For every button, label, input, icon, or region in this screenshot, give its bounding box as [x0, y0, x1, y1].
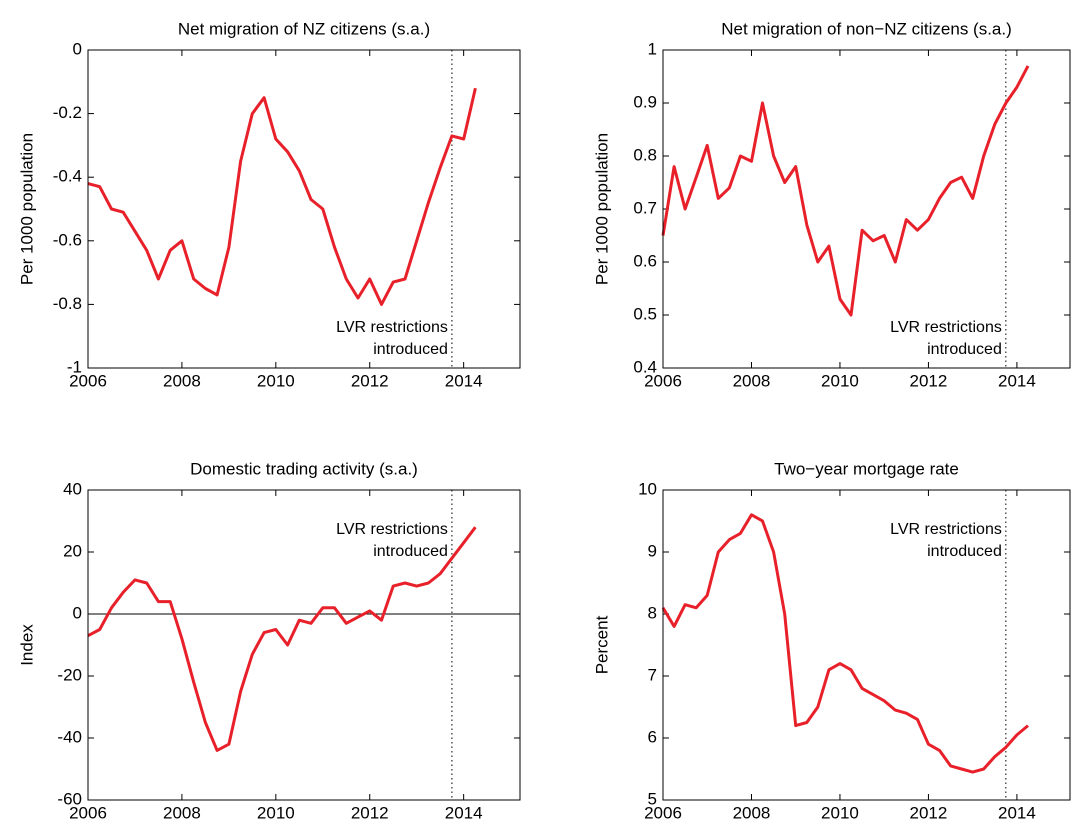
x-tick-label: 2014 [445, 371, 483, 390]
x-tick-label: 2006 [69, 803, 107, 822]
y-tick-label: -0.4 [53, 167, 82, 186]
x-tick-label: 2006 [69, 371, 107, 390]
y-tick-label: 1 [648, 39, 657, 58]
y-tick-label: 0.9 [633, 92, 657, 111]
annotation: introduced [373, 341, 448, 358]
x-tick-label: 2010 [821, 803, 859, 822]
annotation: introduced [927, 341, 1002, 358]
x-tick-label: 2010 [821, 371, 859, 390]
y-tick-label: -1 [67, 357, 82, 376]
y-tick-label: -40 [57, 727, 82, 746]
x-tick-label: 2008 [163, 803, 201, 822]
chart-title: Two−year mortgage rate [774, 459, 959, 478]
y-axis-label: Percent [592, 615, 611, 674]
x-tick-label: 2014 [998, 803, 1036, 822]
annotation: introduced [927, 543, 1002, 560]
y-tick-label: -60 [57, 789, 82, 808]
y-tick-label: 0 [73, 603, 82, 622]
y-tick-label: 6 [648, 727, 657, 746]
y-tick-label: 8 [648, 603, 657, 622]
y-tick-label: 9 [648, 541, 657, 560]
y-tick-label: 0.4 [633, 357, 657, 376]
chart-title: Net migration of NZ citizens (s.a.) [178, 19, 430, 38]
annotation: introduced [373, 543, 448, 560]
y-tick-label: -20 [57, 665, 82, 684]
y-tick-label: 0 [73, 39, 82, 58]
annotation: LVR restrictions [890, 521, 1002, 538]
annotation: LVR restrictions [890, 319, 1002, 336]
y-tick-label: 0.7 [633, 198, 657, 217]
x-tick-label: 2012 [351, 803, 389, 822]
y-tick-label: 0.6 [633, 251, 657, 270]
y-tick-label: 5 [648, 789, 657, 808]
data-line [87, 526, 477, 752]
x-tick-label: 2008 [733, 371, 771, 390]
chart-title: Domestic trading activity (s.a.) [190, 459, 418, 478]
x-tick-label: 2010 [257, 371, 295, 390]
y-tick-label: 0.5 [633, 304, 657, 323]
y-tick-label: -0.2 [53, 103, 82, 122]
x-tick-label: 2006 [644, 371, 682, 390]
y-tick-label: 7 [648, 665, 657, 684]
x-tick-label: 2008 [733, 803, 771, 822]
y-tick-label: 20 [63, 541, 82, 560]
x-tick-label: 2012 [910, 803, 948, 822]
y-axis-label: Per 1000 population [592, 133, 611, 285]
plot-frame [87, 489, 521, 801]
x-tick-label: 2006 [644, 803, 682, 822]
data-line [87, 87, 477, 306]
x-tick-label: 2014 [445, 803, 483, 822]
data-line [661, 65, 1030, 317]
y-tick-label: 0.8 [633, 145, 657, 164]
plot-frame [87, 49, 521, 369]
y-tick-label: 40 [63, 479, 82, 498]
x-tick-label: 2010 [257, 803, 295, 822]
y-axis-label: Per 1000 population [17, 133, 36, 285]
annotation: LVR restrictions [336, 521, 448, 538]
plot-frame [662, 489, 1071, 801]
plot-frame [662, 49, 1071, 369]
x-tick-label: 2008 [163, 371, 201, 390]
data-line [661, 513, 1029, 774]
x-tick-label: 2012 [351, 371, 389, 390]
y-tick-label: -0.8 [53, 294, 82, 313]
x-tick-label: 2014 [998, 371, 1036, 390]
x-tick-label: 2012 [910, 371, 948, 390]
chart-title: Net migration of non−NZ citizens (s.a.) [721, 19, 1012, 38]
y-tick-label: -0.6 [53, 230, 82, 249]
y-axis-label: Index [17, 624, 36, 666]
annotation: LVR restrictions [336, 319, 448, 336]
y-tick-label: 10 [638, 479, 657, 498]
